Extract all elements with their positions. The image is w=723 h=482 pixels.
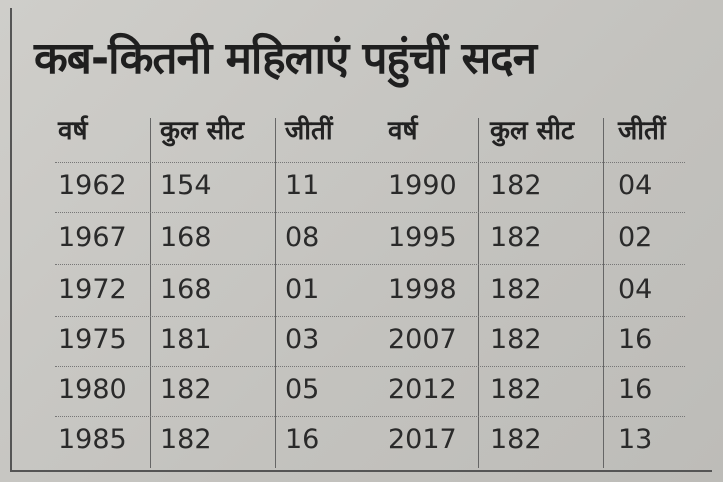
table-cell: 182 [490, 222, 542, 253]
table-cell: 182 [490, 170, 542, 201]
column-divider [603, 118, 604, 468]
table-cell: 1990 [388, 170, 457, 201]
row-separator [55, 212, 685, 213]
table-cell: 1972 [58, 274, 127, 305]
title: कब-कितनी महिलाएं पहुंचीं सदन [34, 33, 537, 84]
table-cell: 13 [618, 424, 653, 455]
column-header: वर्ष [58, 116, 88, 146]
table-cell: 03 [285, 324, 320, 355]
table-cell: 05 [285, 374, 320, 405]
row-separator [55, 162, 685, 163]
table-cell: 182 [160, 374, 212, 405]
table-cell: 1975 [58, 324, 127, 355]
row-separator [55, 264, 685, 265]
table-cell: 16 [618, 374, 653, 405]
row-separator [55, 366, 685, 367]
frame [10, 8, 712, 472]
row-separator [55, 316, 685, 317]
table-cell: 1962 [58, 170, 127, 201]
column-header: वर्ष [388, 116, 418, 146]
table-cell: 168 [160, 222, 212, 253]
column-divider [478, 118, 479, 468]
table-cell: 01 [285, 274, 320, 305]
table-cell: 2007 [388, 324, 457, 355]
table-cell: 04 [618, 170, 653, 201]
table-cell: 181 [160, 324, 212, 355]
table-cell: 04 [618, 274, 653, 305]
table-cell: 16 [285, 424, 320, 455]
table-cell: 182 [490, 324, 542, 355]
table-cell: 154 [160, 170, 212, 201]
table-cell: 182 [490, 274, 542, 305]
table-cell: 182 [490, 424, 542, 455]
table-cell: 02 [618, 222, 653, 253]
table-cell: 11 [285, 170, 320, 201]
column-header: कुल सीट [490, 116, 575, 146]
table-cell: 1980 [58, 374, 127, 405]
table-cell: 1995 [388, 222, 457, 253]
table-cell: 182 [490, 374, 542, 405]
column-header: जीतीं [618, 116, 666, 146]
table-cell: 08 [285, 222, 320, 253]
table-cell: 168 [160, 274, 212, 305]
table-cell: 2017 [388, 424, 457, 455]
column-header: जीतीं [285, 116, 333, 146]
table-cell: 16 [618, 324, 653, 355]
table-cell: 1967 [58, 222, 127, 253]
column-divider [275, 118, 276, 468]
table-cell: 2012 [388, 374, 457, 405]
column-header: कुल सीट [160, 116, 245, 146]
table-cell: 1998 [388, 274, 457, 305]
table-cell: 1985 [58, 424, 127, 455]
table-cell: 182 [160, 424, 212, 455]
row-separator [55, 416, 685, 417]
column-divider [150, 118, 151, 468]
